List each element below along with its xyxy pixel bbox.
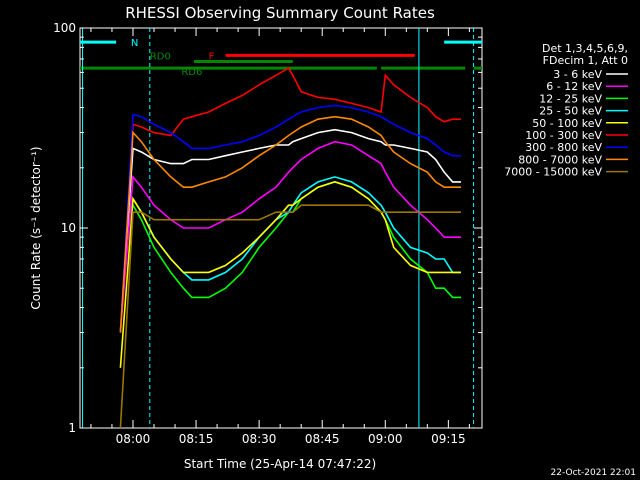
x-axis: 08:00 08:15 08:30 08:45 09:00 09:15 (90, 28, 470, 446)
y-axis-label: Count Rate (s⁻¹ detector⁻¹) (29, 146, 43, 309)
series-line-7 (119, 104, 461, 333)
legend-header-2: FDecim 1, Att 0 (543, 54, 628, 67)
legend-label: 300 - 800 keV (525, 141, 602, 154)
chart-title: RHESSI Observing Summary Count Rates (125, 4, 435, 22)
series-line-9 (119, 204, 461, 429)
series-line-4 (132, 176, 461, 281)
legend-label: 12 - 25 keV (539, 92, 602, 105)
series-line-8 (119, 115, 461, 333)
legend-label: 800 - 7000 keV (518, 153, 602, 166)
state-bars-layer: N F RD0 RD6 (80, 38, 482, 78)
y-axis: 1 10 100 (53, 21, 482, 435)
series-layer (119, 67, 461, 429)
state-bar-label-n: N (131, 38, 138, 49)
series-line-5 (119, 181, 461, 368)
legend-label: 50 - 100 keV (532, 117, 602, 130)
legend-label: 6 - 12 keV (546, 80, 602, 93)
legend-label: 100 - 300 keV (525, 129, 602, 142)
legend-label: 25 - 50 keV (539, 105, 602, 118)
state-bar-label-rd6: RD6 (181, 67, 202, 78)
series-line-6 (119, 67, 461, 333)
state-bar-label-rd0: RD0 (150, 51, 171, 62)
y-tick-label: 100 (53, 21, 76, 35)
x-tick-label: 09:15 (431, 432, 466, 446)
x-tick-label: 09:00 (368, 432, 403, 446)
x-tick-label: 08:00 (116, 432, 151, 446)
y-tick-label: 1 (68, 421, 76, 435)
x-tick-label: 08:30 (242, 432, 277, 446)
markers-layer (82, 28, 475, 428)
series-line-2 (119, 140, 461, 333)
x-axis-label: Start Time (25-Apr-14 07:47:22) (184, 457, 376, 471)
legend: Det 1,3,4,5,6,9, FDecim 1, Att 0 3 - 6 k… (504, 42, 628, 179)
legend-header-1: Det 1,3,4,5,6,9, (542, 42, 628, 55)
series-line-1 (119, 128, 461, 333)
x-tick-label: 08:45 (305, 432, 340, 446)
plot-frame (79, 27, 483, 429)
state-bar-label-f: F (209, 51, 215, 62)
legend-label: 3 - 6 keV (553, 68, 602, 81)
x-tick-label: 08:15 (179, 432, 214, 446)
legend-label: 7000 - 15000 keV (504, 166, 602, 179)
y-tick-label: 10 (61, 221, 76, 235)
footer-timestamp: 22-Oct-2021 22:01 (551, 468, 636, 478)
